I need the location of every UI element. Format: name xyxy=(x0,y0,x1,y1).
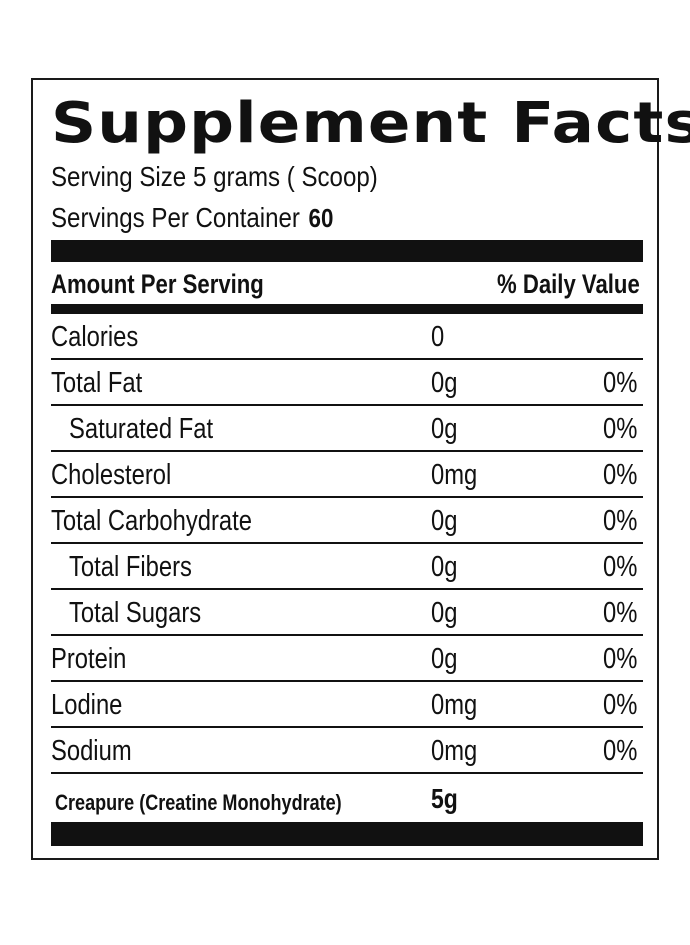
nutrient-row-cholesterol: Cholesterol 0mg 0% xyxy=(51,452,643,498)
serving-size-label: Serving Size xyxy=(51,161,187,192)
nutrient-row-lodine: Lodine 0mg 0% xyxy=(51,682,643,728)
nutrient-daily-value: 0% xyxy=(603,413,638,445)
thick-divider-bottom xyxy=(51,822,643,846)
nutrient-daily-value: 0% xyxy=(603,459,638,491)
nutrient-row-total-sugars: Total Sugars 0g 0% xyxy=(51,590,643,636)
nutrient-name: Sodium xyxy=(51,735,132,767)
nutrient-daily-value: 0% xyxy=(603,735,638,767)
nutrient-name: Lodine xyxy=(51,689,123,721)
nutrient-name: Protein xyxy=(51,643,127,675)
nutrient-daily-value: 0% xyxy=(603,689,638,721)
nutrient-name: Cholesterol xyxy=(51,459,172,491)
nutrient-amount: 0g xyxy=(431,413,458,445)
nutrient-row-calories: Calories 0 xyxy=(51,314,643,360)
serving-size-value: 5 grams ( Scoop) xyxy=(193,161,378,192)
daily-value-header: % Daily Value xyxy=(496,269,640,299)
nutrient-row-protein: Protein 0g 0% xyxy=(51,636,643,682)
nutrient-amount: 0g xyxy=(431,367,458,399)
nutrient-name: Saturated Fat xyxy=(69,413,214,445)
column-header: Amount Per Serving % Daily Value xyxy=(51,266,643,302)
nutrient-name: Total Fat xyxy=(51,367,143,399)
nutrient-amount: 0g xyxy=(431,643,458,675)
active-ingredient-name: Creapure (Creatine Monohydrate) xyxy=(55,790,342,815)
nutrient-daily-value: 0% xyxy=(603,551,638,583)
nutrient-daily-value: 0% xyxy=(603,643,638,675)
nutrient-name: Total Fibers xyxy=(69,551,192,583)
nutrient-row-total-carbohydrate: Total Carbohydrate 0g 0% xyxy=(51,498,643,544)
active-ingredient-row: Creapure (Creatine Monohydrate) 5g xyxy=(51,774,643,824)
serving-size: Serving Size 5 grams ( Scoop) xyxy=(51,160,378,194)
nutrient-amount: 0mg xyxy=(431,689,478,721)
nutrient-amount: 0g xyxy=(431,505,458,537)
nutrient-row-total-fat: Total Fat 0g 0% xyxy=(51,360,643,406)
nutrient-row-total-fibers: Total Fibers 0g 0% xyxy=(51,544,643,590)
panel-title: Supplement Facts xyxy=(51,91,690,156)
medium-divider xyxy=(51,304,643,314)
amount-per-serving-header: Amount Per Serving xyxy=(51,269,264,299)
nutrient-amount: 0mg xyxy=(431,735,478,767)
nutrient-daily-value: 0% xyxy=(603,367,638,399)
nutrient-amount: 0mg xyxy=(431,459,478,491)
nutrient-table: Calories 0 Total Fat 0g 0% Saturated Fat… xyxy=(51,314,643,824)
nutrient-amount: 0g xyxy=(431,551,458,583)
nutrient-name: Total Sugars xyxy=(69,597,202,629)
nutrient-name: Total Carbohydrate xyxy=(51,505,252,537)
nutrient-row-sodium: Sodium 0mg 0% xyxy=(51,728,643,774)
active-ingredient-amount: 5g xyxy=(431,783,458,814)
nutrient-amount: 0 xyxy=(431,321,445,353)
supplement-facts-panel: Supplement Facts Serving Size 5 grams ( S… xyxy=(31,78,690,860)
nutrient-row-saturated-fat: Saturated Fat 0g 0% xyxy=(51,406,643,452)
nutrient-daily-value: 0% xyxy=(603,597,638,629)
nutrient-name: Calories xyxy=(51,321,139,353)
servings-per-container-value: 60 xyxy=(308,203,334,233)
thick-divider-top xyxy=(51,240,643,262)
nutrient-daily-value: 0% xyxy=(603,505,638,537)
servings-per-container: Servings Per Container 60 xyxy=(51,201,333,235)
servings-per-container-label: Servings Per Container xyxy=(51,202,300,233)
nutrient-amount: 0g xyxy=(431,597,458,629)
